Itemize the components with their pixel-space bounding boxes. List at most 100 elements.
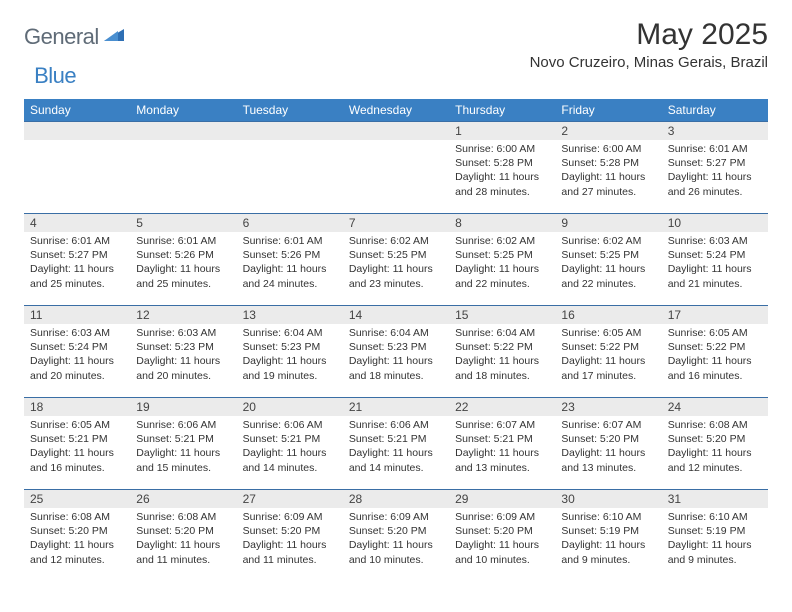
calendar-cell: 10Sunrise: 6:03 AMSunset: 5:24 PMDayligh…	[662, 214, 768, 306]
day-details: Sunrise: 6:03 AMSunset: 5:23 PMDaylight:…	[130, 324, 236, 387]
day-number: 27	[237, 490, 343, 508]
day-details: Sunrise: 6:08 AMSunset: 5:20 PMDaylight:…	[24, 508, 130, 571]
day-header-cell: Saturday	[662, 99, 768, 122]
day-details: Sunrise: 6:04 AMSunset: 5:22 PMDaylight:…	[449, 324, 555, 387]
calendar-cell: 19Sunrise: 6:06 AMSunset: 5:21 PMDayligh…	[130, 398, 236, 490]
calendar-cell: 3Sunrise: 6:01 AMSunset: 5:27 PMDaylight…	[662, 122, 768, 214]
day-number: 6	[237, 214, 343, 232]
calendar-row: 25Sunrise: 6:08 AMSunset: 5:20 PMDayligh…	[24, 490, 768, 582]
day-number: 24	[662, 398, 768, 416]
day-details: Sunrise: 6:10 AMSunset: 5:19 PMDaylight:…	[555, 508, 661, 571]
day-number: 25	[24, 490, 130, 508]
day-number: 13	[237, 306, 343, 324]
day-number: 4	[24, 214, 130, 232]
calendar-cell: 8Sunrise: 6:02 AMSunset: 5:25 PMDaylight…	[449, 214, 555, 306]
calendar-cell: 11Sunrise: 6:03 AMSunset: 5:24 PMDayligh…	[24, 306, 130, 398]
calendar-head: SundayMondayTuesdayWednesdayThursdayFrid…	[24, 99, 768, 122]
calendar-table: SundayMondayTuesdayWednesdayThursdayFrid…	[24, 99, 768, 582]
day-number: 8	[449, 214, 555, 232]
day-details: Sunrise: 6:06 AMSunset: 5:21 PMDaylight:…	[343, 416, 449, 479]
day-number: 23	[555, 398, 661, 416]
calendar-cell: 21Sunrise: 6:06 AMSunset: 5:21 PMDayligh…	[343, 398, 449, 490]
day-number: 20	[237, 398, 343, 416]
calendar-cell: 4Sunrise: 6:01 AMSunset: 5:27 PMDaylight…	[24, 214, 130, 306]
calendar-cell: 27Sunrise: 6:09 AMSunset: 5:20 PMDayligh…	[237, 490, 343, 582]
day-number: 15	[449, 306, 555, 324]
day-details: Sunrise: 6:03 AMSunset: 5:24 PMDaylight:…	[662, 232, 768, 295]
day-details: Sunrise: 6:00 AMSunset: 5:28 PMDaylight:…	[555, 140, 661, 203]
calendar-cell: 31Sunrise: 6:10 AMSunset: 5:19 PMDayligh…	[662, 490, 768, 582]
title-block: May 2025 Novo Cruzeiro, Minas Gerais, Br…	[530, 18, 768, 71]
day-number: 17	[662, 306, 768, 324]
calendar-cell: 29Sunrise: 6:09 AMSunset: 5:20 PMDayligh…	[449, 490, 555, 582]
day-details: Sunrise: 6:05 AMSunset: 5:21 PMDaylight:…	[24, 416, 130, 479]
day-number: 7	[343, 214, 449, 232]
calendar-cell: 16Sunrise: 6:05 AMSunset: 5:22 PMDayligh…	[555, 306, 661, 398]
calendar-cell: 18Sunrise: 6:05 AMSunset: 5:21 PMDayligh…	[24, 398, 130, 490]
day-details: Sunrise: 6:07 AMSunset: 5:21 PMDaylight:…	[449, 416, 555, 479]
calendar-cell: 23Sunrise: 6:07 AMSunset: 5:20 PMDayligh…	[555, 398, 661, 490]
day-number: 2	[555, 122, 661, 140]
day-number: 16	[555, 306, 661, 324]
brand-part2: Blue	[34, 63, 76, 89]
calendar-cell: 15Sunrise: 6:04 AMSunset: 5:22 PMDayligh…	[449, 306, 555, 398]
calendar-cell: 26Sunrise: 6:08 AMSunset: 5:20 PMDayligh…	[130, 490, 236, 582]
day-number: 12	[130, 306, 236, 324]
calendar-row: 11Sunrise: 6:03 AMSunset: 5:24 PMDayligh…	[24, 306, 768, 398]
day-details: Sunrise: 6:10 AMSunset: 5:19 PMDaylight:…	[662, 508, 768, 571]
day-number: 29	[449, 490, 555, 508]
day-details: Sunrise: 6:07 AMSunset: 5:20 PMDaylight:…	[555, 416, 661, 479]
day-header-row: SundayMondayTuesdayWednesdayThursdayFrid…	[24, 99, 768, 122]
calendar-cell: 14Sunrise: 6:04 AMSunset: 5:23 PMDayligh…	[343, 306, 449, 398]
day-details: Sunrise: 6:01 AMSunset: 5:27 PMDaylight:…	[662, 140, 768, 203]
calendar-row: 4Sunrise: 6:01 AMSunset: 5:27 PMDaylight…	[24, 214, 768, 306]
day-header-cell: Tuesday	[237, 99, 343, 122]
day-details: Sunrise: 6:02 AMSunset: 5:25 PMDaylight:…	[555, 232, 661, 295]
calendar-cell	[343, 122, 449, 214]
brand-part1: General	[24, 24, 99, 50]
day-number: 1	[449, 122, 555, 140]
day-number: 18	[24, 398, 130, 416]
empty-day	[24, 122, 130, 140]
calendar-cell: 17Sunrise: 6:05 AMSunset: 5:22 PMDayligh…	[662, 306, 768, 398]
calendar-cell: 12Sunrise: 6:03 AMSunset: 5:23 PMDayligh…	[130, 306, 236, 398]
calendar-body: 1Sunrise: 6:00 AMSunset: 5:28 PMDaylight…	[24, 122, 768, 582]
calendar-cell: 20Sunrise: 6:06 AMSunset: 5:21 PMDayligh…	[237, 398, 343, 490]
calendar-row: 18Sunrise: 6:05 AMSunset: 5:21 PMDayligh…	[24, 398, 768, 490]
day-number: 26	[130, 490, 236, 508]
day-details: Sunrise: 6:01 AMSunset: 5:27 PMDaylight:…	[24, 232, 130, 295]
day-details: Sunrise: 6:09 AMSunset: 5:20 PMDaylight:…	[343, 508, 449, 571]
day-details: Sunrise: 6:06 AMSunset: 5:21 PMDaylight:…	[130, 416, 236, 479]
calendar-cell: 9Sunrise: 6:02 AMSunset: 5:25 PMDaylight…	[555, 214, 661, 306]
day-details: Sunrise: 6:08 AMSunset: 5:20 PMDaylight:…	[662, 416, 768, 479]
day-number: 5	[130, 214, 236, 232]
day-details: Sunrise: 6:01 AMSunset: 5:26 PMDaylight:…	[130, 232, 236, 295]
day-header-cell: Friday	[555, 99, 661, 122]
calendar-cell: 28Sunrise: 6:09 AMSunset: 5:20 PMDayligh…	[343, 490, 449, 582]
day-details: Sunrise: 6:08 AMSunset: 5:20 PMDaylight:…	[130, 508, 236, 571]
day-details: Sunrise: 6:05 AMSunset: 5:22 PMDaylight:…	[555, 324, 661, 387]
day-number: 14	[343, 306, 449, 324]
day-details: Sunrise: 6:02 AMSunset: 5:25 PMDaylight:…	[449, 232, 555, 295]
day-header-cell: Wednesday	[343, 99, 449, 122]
day-number: 21	[343, 398, 449, 416]
calendar-cell: 6Sunrise: 6:01 AMSunset: 5:26 PMDaylight…	[237, 214, 343, 306]
day-details: Sunrise: 6:03 AMSunset: 5:24 PMDaylight:…	[24, 324, 130, 387]
calendar-cell	[237, 122, 343, 214]
calendar-cell: 30Sunrise: 6:10 AMSunset: 5:19 PMDayligh…	[555, 490, 661, 582]
calendar-cell: 22Sunrise: 6:07 AMSunset: 5:21 PMDayligh…	[449, 398, 555, 490]
day-number: 9	[555, 214, 661, 232]
day-details: Sunrise: 6:04 AMSunset: 5:23 PMDaylight:…	[343, 324, 449, 387]
calendar-row: 1Sunrise: 6:00 AMSunset: 5:28 PMDaylight…	[24, 122, 768, 214]
day-header-cell: Monday	[130, 99, 236, 122]
day-details: Sunrise: 6:09 AMSunset: 5:20 PMDaylight:…	[237, 508, 343, 571]
day-details: Sunrise: 6:09 AMSunset: 5:20 PMDaylight:…	[449, 508, 555, 571]
calendar-cell: 2Sunrise: 6:00 AMSunset: 5:28 PMDaylight…	[555, 122, 661, 214]
day-header-cell: Sunday	[24, 99, 130, 122]
day-number: 3	[662, 122, 768, 140]
month-title: May 2025	[530, 18, 768, 52]
calendar-cell: 1Sunrise: 6:00 AMSunset: 5:28 PMDaylight…	[449, 122, 555, 214]
day-details: Sunrise: 6:00 AMSunset: 5:28 PMDaylight:…	[449, 140, 555, 203]
day-number: 30	[555, 490, 661, 508]
day-number: 31	[662, 490, 768, 508]
